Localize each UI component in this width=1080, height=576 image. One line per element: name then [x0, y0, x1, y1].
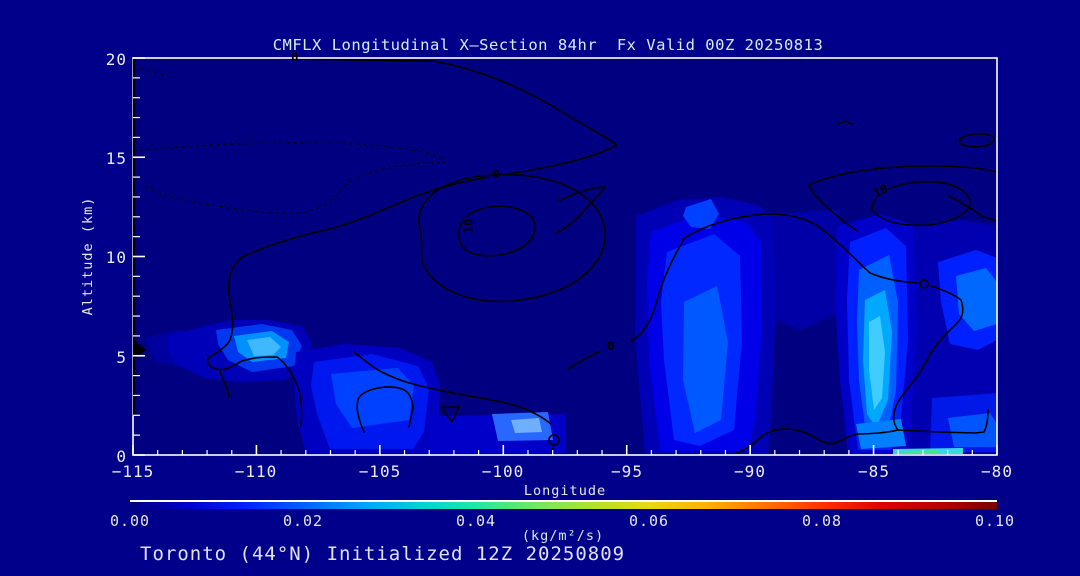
contour-line: [418, 173, 607, 303]
x-tick-label: −85: [858, 462, 890, 481]
fill-region: [904, 450, 938, 454]
fill-region: [770, 209, 843, 330]
colorbar-top-line: [130, 500, 997, 502]
colorbar-tick-label: 0.02: [282, 512, 324, 530]
y-tick-label: 20: [105, 50, 127, 69]
x-tick-label: −110: [234, 462, 278, 481]
fill-region: [956, 268, 997, 331]
contour-line: [556, 186, 606, 234]
colorbar-units-label: (kg/m²/s): [521, 528, 605, 544]
axis-ticks: [132, 57, 998, 456]
contour-line: [682, 213, 918, 284]
contour-line: [919, 279, 929, 289]
x-axis-label: Longitude: [523, 483, 607, 499]
x-tick-label: −100: [481, 462, 525, 481]
y-tick-label: 5: [116, 348, 127, 367]
colorbar: [130, 501, 997, 509]
x-tick-label: −105: [358, 462, 402, 481]
fill-region: [683, 199, 719, 229]
colorbar-tick-label: 0.00: [109, 512, 151, 530]
colorbar-tick-label: 0.04: [455, 512, 497, 530]
contour-line: [837, 120, 853, 125]
dashed-contour-line: [132, 67, 175, 79]
colorbar-tick-label: 0.10: [974, 512, 1016, 530]
chart-title: CMFLX Longitudinal X—Section 84hr Fx Val…: [272, 36, 824, 54]
contour-line: [287, 58, 618, 175]
contour-line: [630, 238, 685, 342]
contour-line: [736, 428, 899, 454]
contour-line: [948, 195, 998, 222]
colorbar-tick-label: 0.08: [801, 512, 843, 530]
dashed-contour-layer: [132, 67, 446, 214]
fill-region: [511, 418, 542, 433]
contour-label: 0: [291, 49, 299, 64]
filled-contour-layer: [145, 197, 997, 454]
contour-line: [440, 406, 460, 423]
contour-label: 0: [492, 166, 500, 181]
x-tick-label: −95: [611, 462, 643, 481]
fill-region: [247, 337, 281, 356]
y-tick-label: 0: [116, 447, 127, 466]
contour-line: [897, 409, 989, 434]
x-tick-label: −90: [734, 462, 766, 481]
contour-label: 10: [460, 217, 476, 235]
contour-line: [356, 386, 414, 433]
colorbar-tick-label: 0.06: [628, 512, 670, 530]
contour-line: [892, 285, 964, 431]
contour-line: [808, 165, 998, 232]
y-axis-label: Altitude (km): [80, 196, 96, 316]
contour-line: [206, 176, 490, 427]
fill-region: [331, 368, 414, 428]
contour-line: [567, 351, 600, 370]
contour-line: [871, 180, 971, 227]
contour-line: [353, 351, 552, 425]
run-annotation: Toronto (44°N) Initialized 12Z 20250809: [140, 543, 626, 565]
fill-region: [948, 413, 997, 447]
x-tick-label: −115: [111, 462, 155, 481]
y-tick-label: 10: [105, 248, 127, 267]
contour-label: 0: [607, 338, 615, 353]
x-tick-label: −80: [981, 462, 1013, 481]
fill-region: [869, 316, 885, 410]
contour-line: [458, 205, 537, 257]
contour-line: [548, 434, 560, 446]
fill-region: [856, 419, 906, 449]
y-tick-label: 15: [105, 149, 127, 168]
contour-line: [219, 371, 230, 398]
contour-line: [958, 133, 995, 148]
fill-region: [683, 286, 728, 433]
dashed-contour-line: [132, 142, 446, 164]
dashed-contour-line: [145, 161, 446, 214]
